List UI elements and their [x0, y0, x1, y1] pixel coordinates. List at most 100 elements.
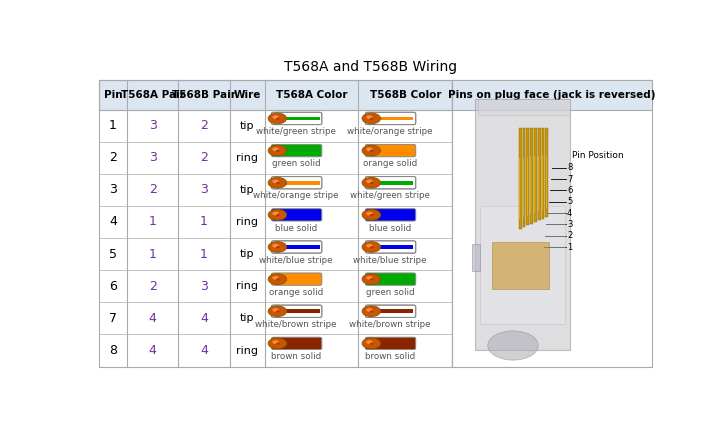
Circle shape — [268, 177, 287, 188]
Circle shape — [366, 244, 373, 248]
FancyBboxPatch shape — [272, 337, 321, 349]
Circle shape — [370, 310, 374, 312]
Circle shape — [366, 115, 373, 119]
Polygon shape — [475, 99, 571, 350]
Text: 4: 4 — [148, 344, 156, 357]
Text: 2: 2 — [200, 119, 208, 132]
Text: 1: 1 — [148, 248, 156, 261]
Circle shape — [370, 246, 374, 248]
Bar — [99, 80, 452, 367]
Text: 1: 1 — [567, 242, 572, 252]
Circle shape — [276, 343, 279, 345]
Text: white/blue stripe: white/blue stripe — [353, 256, 426, 265]
Text: Pin: Pin — [104, 90, 122, 100]
Bar — [523, 128, 526, 227]
Bar — [481, 205, 565, 325]
Text: orange solid: orange solid — [269, 288, 323, 297]
Text: blue solid: blue solid — [275, 224, 317, 233]
Circle shape — [362, 210, 381, 220]
Text: ring: ring — [236, 281, 258, 291]
Bar — [526, 157, 528, 216]
Text: white/blue stripe: white/blue stripe — [259, 256, 333, 265]
Bar — [99, 80, 452, 109]
Circle shape — [370, 278, 374, 280]
Text: ring: ring — [236, 217, 258, 227]
Circle shape — [362, 274, 381, 285]
Text: T568B Pair: T568B Pair — [172, 90, 236, 100]
Circle shape — [272, 147, 279, 151]
Circle shape — [272, 308, 279, 312]
Bar — [492, 242, 549, 289]
Text: Pins on plug face (jack is reversed): Pins on plug face (jack is reversed) — [448, 90, 656, 100]
FancyBboxPatch shape — [366, 112, 416, 125]
Text: Pin Position: Pin Position — [571, 151, 623, 160]
Text: 3: 3 — [567, 220, 573, 229]
Circle shape — [268, 338, 287, 349]
FancyBboxPatch shape — [272, 305, 321, 317]
Circle shape — [276, 150, 279, 152]
FancyBboxPatch shape — [366, 144, 416, 157]
Circle shape — [362, 242, 381, 252]
Text: ring: ring — [236, 153, 258, 163]
Circle shape — [362, 113, 381, 124]
Text: 2: 2 — [567, 231, 572, 240]
Circle shape — [272, 276, 279, 280]
Circle shape — [370, 182, 374, 184]
Circle shape — [268, 145, 287, 156]
Circle shape — [370, 343, 374, 345]
Circle shape — [268, 274, 287, 285]
Text: 4: 4 — [109, 216, 117, 229]
Text: tip: tip — [240, 120, 254, 131]
Text: tip: tip — [240, 249, 254, 259]
Bar — [542, 128, 544, 219]
Text: 7: 7 — [567, 175, 573, 184]
FancyBboxPatch shape — [366, 305, 416, 317]
Bar — [538, 128, 541, 221]
FancyBboxPatch shape — [272, 112, 321, 125]
FancyBboxPatch shape — [272, 273, 321, 285]
Text: 8: 8 — [567, 163, 573, 172]
Text: T568B Color: T568B Color — [370, 90, 441, 100]
Bar — [370, 117, 413, 120]
Text: 5: 5 — [567, 197, 572, 206]
Text: tip: tip — [240, 313, 254, 323]
Circle shape — [366, 308, 373, 312]
Bar — [534, 128, 537, 222]
Circle shape — [272, 179, 279, 183]
Text: ring: ring — [236, 346, 258, 355]
Circle shape — [488, 331, 538, 360]
Text: white/brown stripe: white/brown stripe — [256, 320, 337, 329]
Circle shape — [370, 150, 374, 152]
FancyBboxPatch shape — [272, 241, 321, 253]
Circle shape — [366, 276, 373, 280]
Bar — [276, 309, 319, 313]
Text: 6: 6 — [567, 186, 573, 195]
Bar — [546, 155, 547, 208]
Polygon shape — [472, 245, 481, 271]
Bar — [276, 181, 319, 185]
Circle shape — [268, 210, 287, 220]
Circle shape — [268, 306, 287, 317]
Text: 2: 2 — [109, 151, 117, 164]
Circle shape — [276, 310, 279, 312]
Text: 3: 3 — [200, 280, 208, 293]
Text: T568A and T568B Wiring: T568A and T568B Wiring — [285, 60, 458, 74]
Text: white/orange stripe: white/orange stripe — [253, 192, 339, 200]
Bar — [526, 128, 529, 225]
Bar — [534, 156, 535, 213]
Bar — [538, 156, 539, 211]
Circle shape — [370, 214, 374, 216]
Circle shape — [268, 113, 287, 124]
Circle shape — [276, 214, 279, 216]
Circle shape — [366, 212, 373, 216]
Text: brown solid: brown solid — [365, 352, 415, 361]
Text: 4: 4 — [200, 344, 208, 357]
Text: 8: 8 — [109, 344, 117, 357]
Text: white/brown stripe: white/brown stripe — [349, 320, 431, 329]
Text: 4: 4 — [567, 209, 572, 218]
Polygon shape — [478, 99, 571, 115]
Circle shape — [362, 338, 381, 349]
Text: 3: 3 — [148, 151, 156, 164]
Text: 1: 1 — [200, 216, 208, 229]
FancyBboxPatch shape — [366, 209, 416, 221]
